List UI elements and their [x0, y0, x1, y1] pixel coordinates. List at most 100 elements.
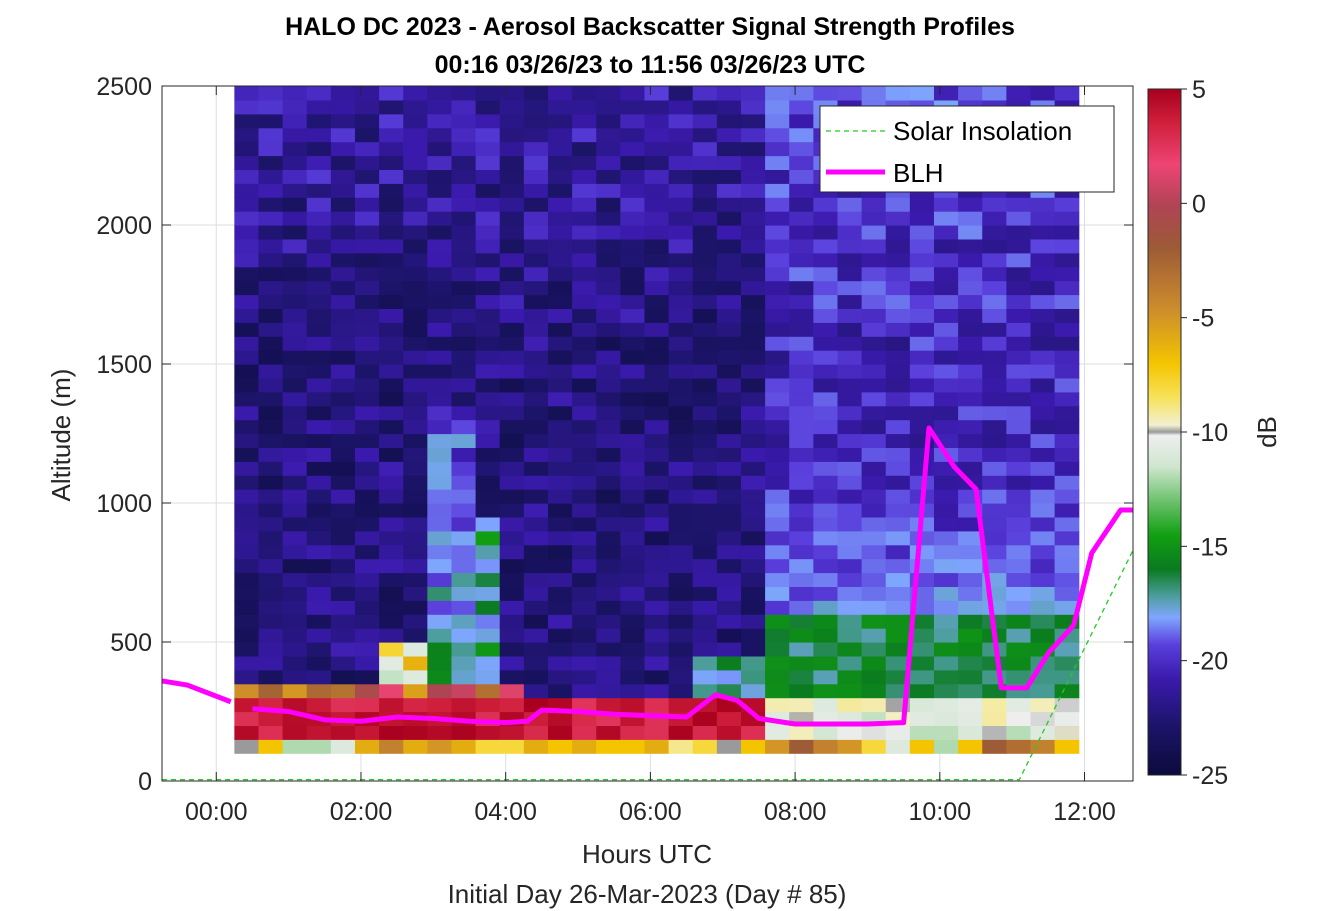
heatmap-cell	[475, 461, 501, 476]
heatmap-cell	[1054, 669, 1080, 685]
heatmap-cell	[258, 447, 284, 462]
heatmap-cell	[692, 113, 718, 129]
heatmap-cell	[982, 530, 1007, 546]
heatmap-cell	[234, 280, 260, 296]
heatmap-cell	[644, 225, 670, 240]
heatmap-cell	[620, 475, 646, 490]
heatmap-cell	[982, 294, 1007, 309]
heatmap-cell	[330, 266, 356, 282]
heatmap-cell	[813, 475, 839, 490]
heatmap-cell	[596, 391, 621, 407]
heatmap-cell	[234, 683, 260, 699]
heatmap-cell	[909, 447, 935, 462]
heatmap-cell	[813, 391, 839, 407]
heatmap-cell	[692, 238, 718, 254]
heatmap-cell	[499, 572, 525, 587]
y-tick-label: 2500	[96, 73, 152, 101]
heatmap-cell	[644, 642, 670, 657]
heatmap-cell	[427, 294, 453, 309]
solar-insolation-line	[162, 549, 1134, 781]
heatmap-cell	[885, 322, 911, 337]
heatmap-cell	[523, 127, 549, 143]
heatmap-cell	[547, 391, 573, 407]
heatmap-cell	[403, 99, 428, 115]
heatmap-cell	[692, 461, 718, 476]
heatmap-cell	[692, 364, 718, 379]
colorbar-tick-label: -10	[1192, 419, 1228, 447]
heatmap-cell	[306, 655, 332, 671]
heatmap-cell	[330, 628, 356, 643]
heatmap-cell	[427, 530, 453, 546]
heatmap-cell	[789, 489, 814, 504]
heatmap-cell	[1006, 86, 1032, 101]
heatmap-cell	[740, 669, 766, 685]
heatmap-cell	[427, 141, 453, 157]
heatmap-cell	[668, 600, 694, 615]
heatmap-cell	[282, 197, 308, 212]
heatmap-cell	[692, 294, 718, 309]
heatmap-cell	[644, 391, 670, 407]
heatmap-cell	[644, 489, 670, 504]
heatmap-cell	[885, 225, 911, 240]
heatmap-cell	[982, 280, 1007, 296]
heatmap-cell	[499, 419, 525, 435]
heatmap-cell	[234, 642, 260, 657]
heatmap-cell	[427, 86, 453, 101]
heatmap-cell	[330, 558, 356, 574]
heatmap-cell	[523, 461, 549, 476]
heatmap-cell	[403, 419, 428, 435]
heatmap-cell	[403, 628, 428, 643]
heatmap-cell	[716, 336, 742, 351]
heatmap-cell	[596, 127, 621, 143]
heatmap-cell	[716, 155, 742, 170]
heatmap-cell	[740, 586, 766, 601]
heatmap-cell	[1030, 364, 1056, 379]
heatmap-cell	[596, 308, 621, 323]
heatmap-cell	[451, 739, 477, 754]
heatmap-cell	[644, 252, 670, 268]
heatmap-cell	[330, 586, 356, 601]
heatmap-cell	[234, 614, 260, 629]
heatmap-cell	[1006, 197, 1032, 212]
heatmap-cell	[282, 461, 308, 476]
heatmap-cell	[620, 127, 646, 143]
heatmap-cell	[306, 475, 332, 490]
heatmap-cell	[547, 586, 573, 601]
heatmap-cell	[572, 197, 597, 212]
heatmap-cell	[523, 350, 549, 365]
heatmap-cell	[813, 211, 839, 226]
colorbar	[1147, 88, 1182, 776]
heatmap-cell	[354, 238, 380, 254]
heatmap-cell	[813, 364, 839, 379]
heatmap-cell	[354, 516, 380, 532]
heatmap-cell	[258, 391, 284, 407]
heatmap-cell	[1054, 86, 1080, 101]
heatmap-cell	[668, 350, 694, 365]
heatmap-cell	[740, 405, 766, 421]
heatmap-cell	[451, 197, 477, 212]
heatmap-cell	[958, 266, 983, 282]
heatmap-cell	[789, 447, 814, 462]
heatmap-cell	[572, 391, 597, 407]
heatmap-cell	[740, 642, 766, 657]
heatmap-cell	[716, 405, 742, 421]
heatmap-cell	[258, 489, 284, 504]
heatmap-cell	[620, 405, 646, 421]
heatmap-cell	[282, 503, 308, 518]
heatmap-cell	[596, 364, 621, 379]
heatmap-cell	[885, 405, 911, 421]
heatmap-cell	[427, 489, 453, 504]
heatmap-cell	[475, 169, 501, 184]
heatmap-cell	[379, 377, 404, 393]
heatmap-cell	[716, 516, 742, 532]
legend-box	[819, 105, 1115, 193]
heatmap-cell	[282, 266, 308, 282]
heatmap-cell	[1030, 322, 1056, 337]
x-axis-label: Hours UTC	[582, 839, 712, 869]
heatmap-cell	[740, 308, 766, 323]
heatmap-cell	[330, 600, 356, 615]
heatmap-cell	[282, 642, 308, 657]
heatmap-cell	[451, 697, 477, 713]
heatmap-cell	[451, 516, 477, 532]
heatmap-cell	[379, 419, 404, 435]
